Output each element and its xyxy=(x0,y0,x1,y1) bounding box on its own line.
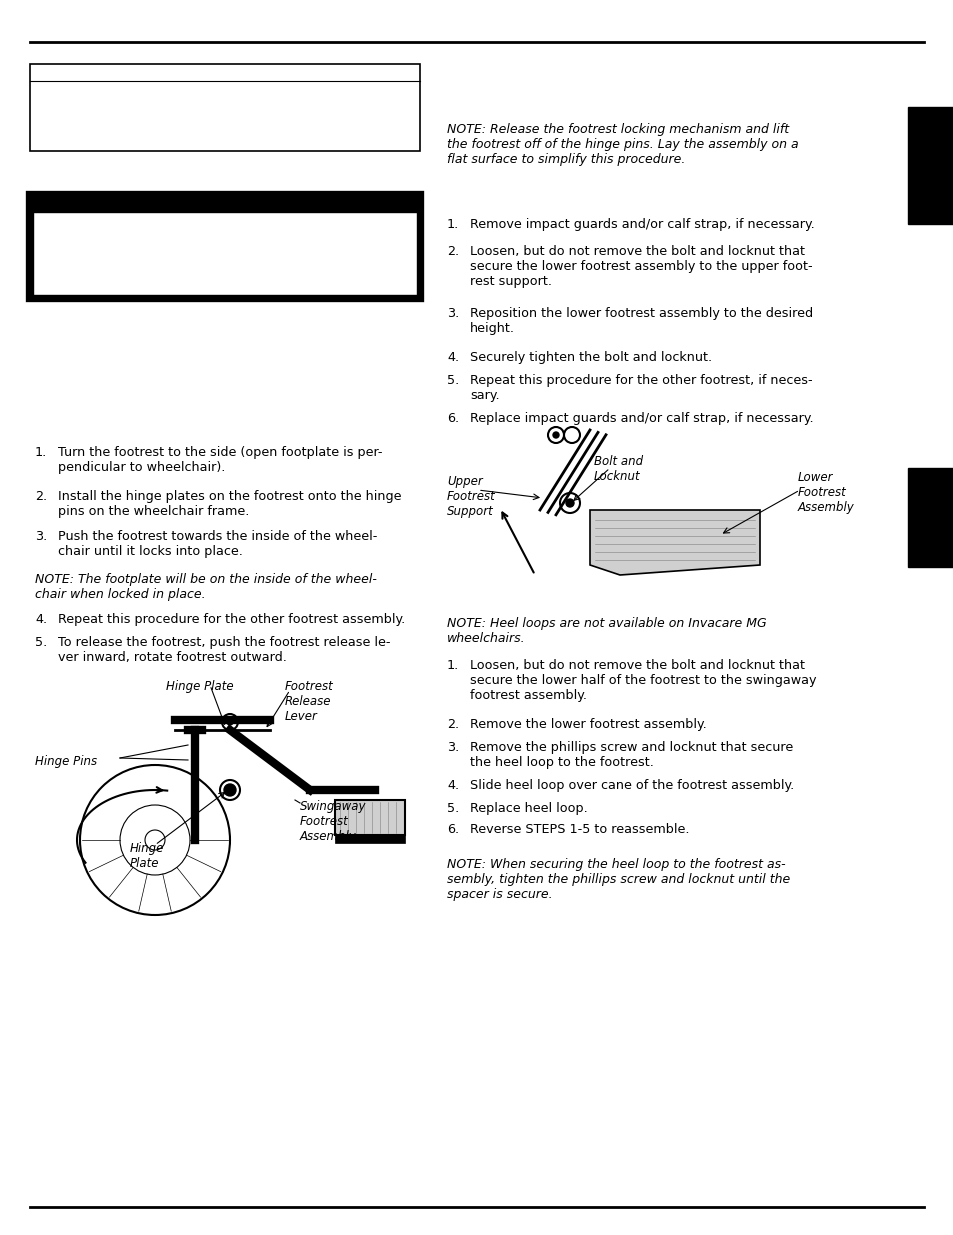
Text: Swingaway
Footrest
Assembly: Swingaway Footrest Assembly xyxy=(299,800,366,844)
Text: 4.: 4. xyxy=(447,351,458,364)
Text: 3.: 3. xyxy=(447,308,458,320)
Text: Hinge
Plate: Hinge Plate xyxy=(130,842,164,869)
Text: 2.: 2. xyxy=(447,718,458,731)
Text: Install the hinge plates on the footrest onto the hinge
pins on the wheelchair f: Install the hinge plates on the footrest… xyxy=(58,490,401,517)
Bar xyxy=(907,107,953,224)
Bar xyxy=(33,212,416,295)
Text: Turn the footrest to the side (open footplate is per-
pendicular to wheelchair).: Turn the footrest to the side (open foot… xyxy=(58,446,382,474)
Text: Hinge Pins: Hinge Pins xyxy=(35,755,97,768)
Text: Repeat this procedure for the other footrest, if neces-
sary.: Repeat this procedure for the other foot… xyxy=(470,374,812,403)
Text: 4.: 4. xyxy=(447,779,458,792)
Text: Reposition the lower footrest assembly to the desired
height.: Reposition the lower footrest assembly t… xyxy=(470,308,812,335)
Bar xyxy=(335,835,405,844)
Text: Remove impact guards and/or calf strap, if necessary.: Remove impact guards and/or calf strap, … xyxy=(470,219,814,231)
Text: Push the footrest towards the inside of the wheel-
chair until it locks into pla: Push the footrest towards the inside of … xyxy=(58,530,377,558)
Text: 5.: 5. xyxy=(447,374,458,387)
Circle shape xyxy=(565,499,574,508)
Text: Remove the lower footrest assembly.: Remove the lower footrest assembly. xyxy=(470,718,706,731)
Text: 1.: 1. xyxy=(447,659,458,672)
Text: Loosen, but do not remove the bolt and locknut that
secure the lower footrest as: Loosen, but do not remove the bolt and l… xyxy=(470,245,812,288)
Text: 3.: 3. xyxy=(447,741,458,755)
Bar xyxy=(33,198,416,212)
Text: 5.: 5. xyxy=(35,636,48,650)
Text: Replace heel loop.: Replace heel loop. xyxy=(470,802,587,815)
Text: To release the footrest, push the footrest release le-
ver inward, rotate footre: To release the footrest, push the footre… xyxy=(58,636,390,664)
Text: 4.: 4. xyxy=(35,613,47,626)
Text: NOTE: Release the footrest locking mechanism and lift
the footrest off of the hi: NOTE: Release the footrest locking mecha… xyxy=(447,124,798,165)
Bar xyxy=(30,195,419,298)
Text: 2.: 2. xyxy=(447,245,458,258)
Bar xyxy=(907,468,953,567)
Text: NOTE: The footplate will be on the inside of the wheel-
chair when locked in pla: NOTE: The footplate will be on the insid… xyxy=(35,573,376,601)
Text: Reverse STEPS 1-5 to reassemble.: Reverse STEPS 1-5 to reassemble. xyxy=(470,823,689,836)
Circle shape xyxy=(227,719,233,725)
Text: 6.: 6. xyxy=(447,823,458,836)
Bar xyxy=(335,800,405,835)
Text: Hinge Plate: Hinge Plate xyxy=(166,680,233,693)
Text: Footrest
Release
Lever: Footrest Release Lever xyxy=(285,680,334,722)
Text: Bolt and
Locknut: Bolt and Locknut xyxy=(594,454,642,483)
Text: 1.: 1. xyxy=(35,446,48,459)
Text: 3.: 3. xyxy=(35,530,48,543)
Polygon shape xyxy=(589,510,760,576)
Text: 2.: 2. xyxy=(35,490,47,503)
Text: Remove the phillips screw and locknut that secure
the heel loop to the footrest.: Remove the phillips screw and locknut th… xyxy=(470,741,792,769)
Text: Lower
Footrest
Assembly: Lower Footrest Assembly xyxy=(797,471,854,514)
Text: NOTE: When securing the heel loop to the footrest as-
sembly, tighten the philli: NOTE: When securing the heel loop to the… xyxy=(447,858,789,902)
Text: Securely tighten the bolt and locknut.: Securely tighten the bolt and locknut. xyxy=(470,351,711,364)
Text: Slide heel loop over cane of the footrest assembly.: Slide heel loop over cane of the footres… xyxy=(470,779,794,792)
Circle shape xyxy=(224,784,235,797)
Text: Replace impact guards and/or calf strap, if necessary.: Replace impact guards and/or calf strap,… xyxy=(470,412,813,425)
Text: Upper
Footrest
Support: Upper Footrest Support xyxy=(447,475,496,517)
Bar xyxy=(30,64,419,151)
Text: 5.: 5. xyxy=(447,802,458,815)
Text: Repeat this procedure for the other footrest assembly.: Repeat this procedure for the other foot… xyxy=(58,613,405,626)
Text: 1.: 1. xyxy=(447,219,458,231)
Text: Loosen, but do not remove the bolt and locknut that
secure the lower half of the: Loosen, but do not remove the bolt and l… xyxy=(470,659,816,701)
Text: NOTE: Heel loops are not available on Invacare MG
wheelchairs.: NOTE: Heel loops are not available on In… xyxy=(447,618,766,645)
Circle shape xyxy=(553,432,558,438)
Text: 6.: 6. xyxy=(447,412,458,425)
